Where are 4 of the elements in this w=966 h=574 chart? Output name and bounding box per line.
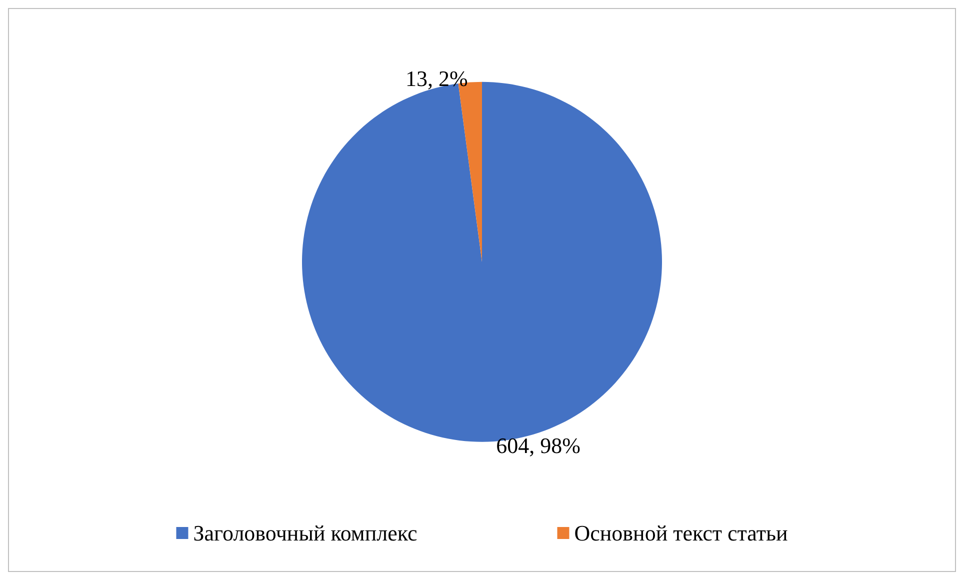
data-label: 13, 2% [406,66,468,91]
data-label: 604, 98% [496,432,580,458]
legend-label: Заголовочный комплекс [193,520,418,546]
legend-label: Основной текст статьи [574,520,788,546]
